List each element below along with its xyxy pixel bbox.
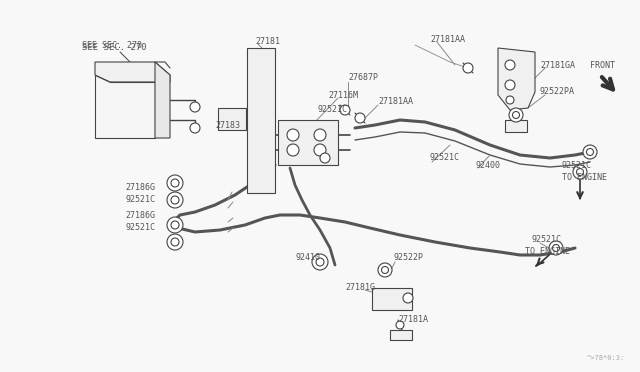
Text: SEE SEC. 270: SEE SEC. 270 <box>82 42 142 51</box>
Circle shape <box>167 192 183 208</box>
Circle shape <box>167 217 183 233</box>
Circle shape <box>190 102 200 112</box>
Circle shape <box>287 129 299 141</box>
Text: ^>78*0:3:: ^>78*0:3: <box>587 355 625 361</box>
Circle shape <box>505 60 515 70</box>
Text: 27181G: 27181G <box>345 283 375 292</box>
Circle shape <box>190 123 200 133</box>
Circle shape <box>586 148 593 155</box>
Text: 92521C: 92521C <box>430 154 460 163</box>
Circle shape <box>171 196 179 204</box>
Text: 92521C: 92521C <box>562 160 592 170</box>
Text: 27116M: 27116M <box>328 90 358 99</box>
Text: 92521C: 92521C <box>532 235 562 244</box>
Text: 92410: 92410 <box>295 253 320 263</box>
Circle shape <box>312 254 328 270</box>
Polygon shape <box>498 48 535 110</box>
Circle shape <box>509 108 523 122</box>
Text: 27181A: 27181A <box>398 315 428 324</box>
Text: 27181AA: 27181AA <box>378 97 413 106</box>
Circle shape <box>340 105 350 115</box>
Circle shape <box>320 153 330 163</box>
Circle shape <box>171 179 179 187</box>
Circle shape <box>583 145 597 159</box>
Text: TO ENGINE: TO ENGINE <box>562 173 607 183</box>
Circle shape <box>577 169 584 176</box>
Circle shape <box>506 96 514 104</box>
Circle shape <box>378 263 392 277</box>
Circle shape <box>167 175 183 191</box>
Text: 92522PA: 92522PA <box>540 87 575 96</box>
Text: 27183: 27183 <box>215 122 240 131</box>
Circle shape <box>314 144 326 156</box>
Polygon shape <box>95 62 170 82</box>
Text: SEE SEC. 270: SEE SEC. 270 <box>82 44 147 52</box>
Text: 27687P: 27687P <box>348 74 378 83</box>
Text: 92400: 92400 <box>475 160 500 170</box>
Polygon shape <box>155 62 170 138</box>
Text: 27181AA: 27181AA <box>430 35 465 45</box>
Circle shape <box>549 241 563 255</box>
Circle shape <box>287 144 299 156</box>
Circle shape <box>171 221 179 229</box>
Circle shape <box>355 113 365 123</box>
Bar <box>247 48 275 193</box>
Text: 27181GA: 27181GA <box>540 61 575 70</box>
Text: 27181: 27181 <box>255 38 280 46</box>
Text: 92521C: 92521C <box>318 106 348 115</box>
Text: 92521C: 92521C <box>125 196 155 205</box>
Bar <box>278 120 338 165</box>
Text: TO ENGINE: TO ENGINE <box>525 247 570 257</box>
Circle shape <box>381 266 388 273</box>
Circle shape <box>314 129 326 141</box>
Text: 92521C: 92521C <box>125 224 155 232</box>
Bar <box>372 288 412 310</box>
Text: 92522P: 92522P <box>393 253 423 263</box>
Circle shape <box>171 238 179 246</box>
Circle shape <box>396 321 404 329</box>
Text: 27186G: 27186G <box>125 211 155 219</box>
Polygon shape <box>95 75 155 138</box>
Circle shape <box>463 63 473 73</box>
Circle shape <box>573 165 587 179</box>
Bar <box>390 330 412 340</box>
Circle shape <box>552 244 559 251</box>
Circle shape <box>403 293 413 303</box>
Bar <box>505 120 527 132</box>
Circle shape <box>316 258 324 266</box>
Circle shape <box>513 112 520 119</box>
Text: FRONT: FRONT <box>590 61 615 70</box>
Circle shape <box>167 234 183 250</box>
Bar <box>218 108 246 130</box>
Text: 27186G: 27186G <box>125 183 155 192</box>
Circle shape <box>505 80 515 90</box>
